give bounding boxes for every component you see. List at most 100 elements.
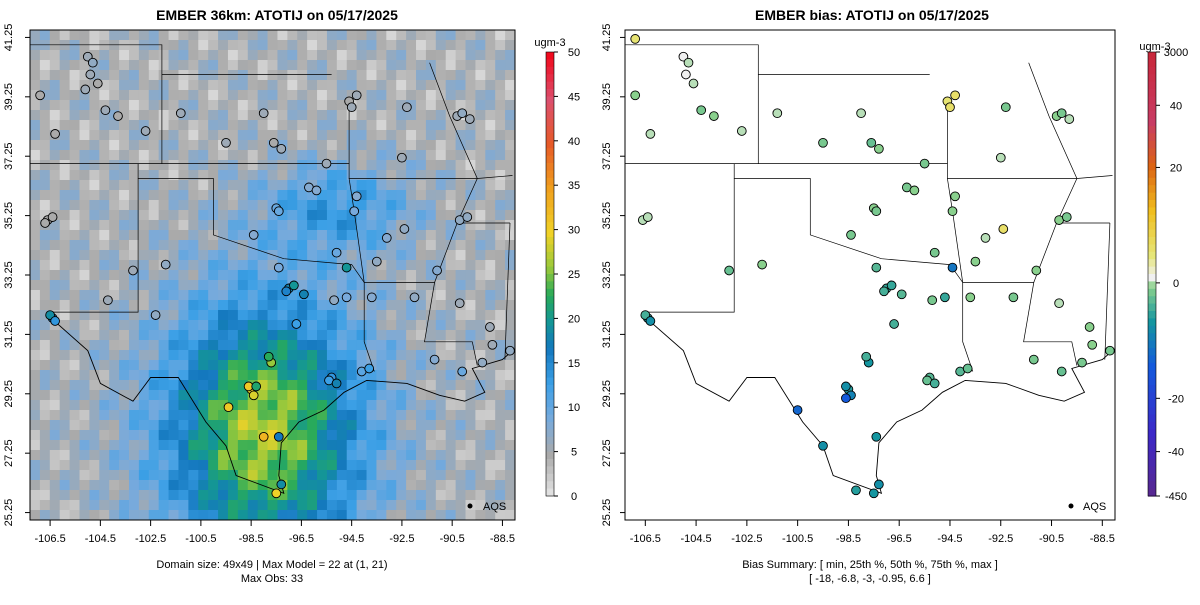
model-cell xyxy=(198,330,209,341)
colorbar-tick-label: 40 xyxy=(568,136,580,148)
model-cell xyxy=(366,310,377,321)
model-cell xyxy=(455,200,467,211)
model-cell xyxy=(416,130,427,141)
model-cell xyxy=(287,140,298,151)
model-cell xyxy=(346,440,358,451)
model-cell xyxy=(198,120,209,131)
model-cell xyxy=(119,150,130,161)
model-cell xyxy=(475,400,486,411)
colorbar-swatch xyxy=(546,348,554,356)
model-cell xyxy=(49,260,61,271)
model-cell xyxy=(69,230,80,241)
model-cell xyxy=(208,420,219,431)
x-tick-label: -94.5 xyxy=(339,533,364,545)
model-cell xyxy=(128,130,140,141)
model-cell xyxy=(99,510,110,520)
model-cell xyxy=(435,140,447,151)
aqs-point xyxy=(846,230,856,240)
model-cell xyxy=(188,260,199,271)
model-cell xyxy=(495,330,506,341)
model-cell xyxy=(445,40,457,51)
model-cell xyxy=(376,390,387,401)
model-cell xyxy=(297,510,308,520)
model-cell xyxy=(218,190,229,201)
x-tick-label: -106.5 xyxy=(630,533,661,545)
model-cell xyxy=(128,450,140,461)
model-cell xyxy=(267,170,278,181)
model-cell xyxy=(326,80,338,91)
model-cell xyxy=(218,110,229,121)
model-cell xyxy=(198,380,209,391)
model-cell xyxy=(346,510,358,520)
model-cell xyxy=(307,160,318,171)
model-cell xyxy=(247,320,259,331)
model-cell xyxy=(168,430,179,441)
model-cell xyxy=(445,360,457,371)
model-cell xyxy=(416,160,427,171)
model-cell xyxy=(89,510,100,520)
model-cell xyxy=(495,140,506,151)
model-cell xyxy=(287,80,298,91)
model-cell xyxy=(218,290,229,301)
model-cell xyxy=(406,390,417,401)
model-cell xyxy=(178,300,189,311)
model-cell xyxy=(336,460,348,471)
state-line xyxy=(947,178,974,372)
model-cell xyxy=(445,230,457,241)
model-cell xyxy=(79,150,90,161)
aqs-point xyxy=(1105,345,1115,356)
model-cell xyxy=(198,210,209,221)
model-cell xyxy=(475,110,486,121)
x-tick-label: -94.5 xyxy=(937,533,962,545)
model-cell xyxy=(267,100,278,111)
model-cell xyxy=(495,360,506,371)
model-cell xyxy=(69,380,80,391)
model-cell xyxy=(69,320,80,331)
model-cell xyxy=(218,80,229,91)
model-cell xyxy=(39,450,51,461)
model-cell xyxy=(287,430,298,441)
model-cell xyxy=(386,50,397,61)
model-cell xyxy=(307,230,318,241)
model-cell xyxy=(237,280,249,291)
model-cell xyxy=(59,130,71,141)
model-cell xyxy=(326,100,338,111)
model-cell xyxy=(485,150,496,161)
model-cell xyxy=(30,140,41,151)
model-cell xyxy=(376,440,387,451)
aqs-point xyxy=(299,289,309,300)
model-cell xyxy=(69,220,80,231)
model-cell xyxy=(406,430,417,441)
model-cell xyxy=(69,80,80,91)
model-cell xyxy=(455,510,467,520)
model-cell xyxy=(356,120,368,131)
model-cell xyxy=(317,130,328,141)
model-cell xyxy=(396,480,407,491)
model-cell xyxy=(445,220,457,231)
model-cell xyxy=(109,290,120,301)
model-cell xyxy=(277,380,288,391)
model-cell xyxy=(366,140,377,151)
model-cell xyxy=(386,500,397,511)
model-cell xyxy=(317,150,328,161)
model-cell xyxy=(148,470,160,481)
model-cell xyxy=(49,360,61,371)
legend-label: AQS xyxy=(1083,501,1106,513)
model-cell xyxy=(128,280,140,291)
model-cell xyxy=(267,310,278,321)
model-cell xyxy=(495,430,506,441)
model-cell xyxy=(277,220,288,231)
model-cell xyxy=(455,400,467,411)
model-cell xyxy=(39,60,51,71)
model-cell xyxy=(287,510,298,520)
model-cell xyxy=(425,430,437,441)
model-cell xyxy=(317,500,328,511)
model-cell xyxy=(178,60,189,71)
model-cell xyxy=(148,500,160,511)
model-cell xyxy=(227,330,239,341)
model-cell xyxy=(267,420,278,431)
model-cell xyxy=(79,410,90,421)
model-cell xyxy=(30,490,41,501)
model-cell xyxy=(168,250,179,261)
colorbar-swatch xyxy=(546,274,554,282)
